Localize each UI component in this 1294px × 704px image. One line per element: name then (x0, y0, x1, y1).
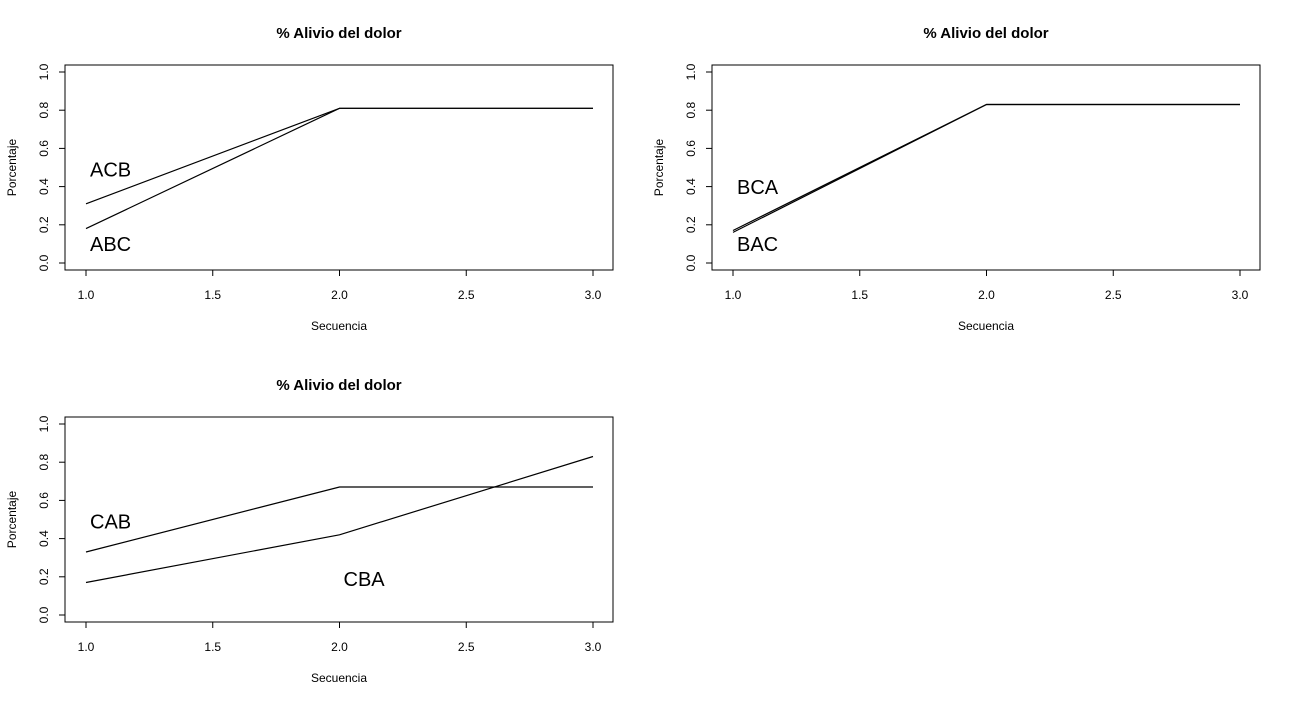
chart-panel-2: % Alivio del dolor 1.0 1.5 2.0 2.5 3.0 0.0 0.2 0… (652, 25, 1261, 333)
y-tick-label: 0.4 (684, 178, 698, 195)
y-tick-label: 0.4 (37, 530, 51, 547)
x-tick-label: 2.0 (331, 640, 348, 654)
series-line-2 (732, 103, 1240, 233)
series-line-1 (85, 486, 593, 553)
x-axis-label: Secuencia (311, 671, 367, 685)
plot-frame (64, 64, 614, 271)
series-annotation: ACB (90, 160, 131, 182)
series-line-1 (732, 103, 1240, 232)
chart-title: % Alivio del dolor (276, 25, 401, 42)
y-tick-label: 1.0 (684, 63, 698, 80)
y-tick-label: 0.6 (684, 140, 698, 157)
x-tick-label: 2.0 (331, 288, 348, 302)
y-axis-label: Porcentaje (652, 138, 666, 196)
x-tick-label: 2.5 (458, 288, 475, 302)
y-tick-label: 0.2 (684, 216, 698, 233)
y-axis-label: Porcentaje (5, 138, 19, 196)
y-tick-label: 0.2 (37, 568, 51, 585)
x-tick-label: 1.5 (851, 288, 868, 302)
x-tick-label: 3.0 (1232, 288, 1249, 302)
y-tick-label: 0.8 (37, 102, 51, 119)
series-line-2 (85, 107, 593, 230)
y-tick-label: 1.0 (37, 63, 51, 80)
series-annotation: CBA (344, 569, 386, 591)
y-tick-label: 0.2 (37, 216, 51, 233)
chart-title: % Alivio del dolor (923, 25, 1048, 42)
x-axis-label: Secuencia (958, 319, 1014, 333)
chart-panel-3: % Alivio del dolor 1.0 1.5 2.0 2.5 3.0 0.0 0.2 0… (5, 377, 614, 685)
x-tick-label: 1.5 (204, 288, 221, 302)
y-tick-label: 0.0 (37, 606, 51, 623)
y-tick-label: 0.6 (37, 492, 51, 509)
x-axis-label: Secuencia (311, 319, 367, 333)
y-axis-label: Porcentaje (5, 490, 19, 548)
plot-frame (711, 64, 1261, 271)
y-tick-label: 0.4 (37, 178, 51, 195)
y-tick-label: 0.8 (37, 454, 51, 471)
chart-panel-1: % Alivio del dolor 1.0 1.5 2.0 2.5 3.0 0.0 0.2 0… (5, 25, 614, 333)
y-tick-label: 0.6 (37, 140, 51, 157)
series-annotation: ABC (90, 234, 131, 256)
x-tick-label: 2.0 (978, 288, 995, 302)
x-tick-label: 1.0 (78, 640, 95, 654)
y-tick-label: 0.0 (684, 254, 698, 271)
chart-title: % Alivio del dolor (276, 377, 401, 394)
plot-frame (64, 416, 614, 623)
y-tick-label: 1.0 (37, 415, 51, 432)
series-annotation: BAC (737, 234, 778, 256)
y-tick-label: 0.0 (37, 254, 51, 271)
x-tick-label: 1.0 (78, 288, 95, 302)
series-annotation: BCA (737, 177, 779, 199)
x-tick-label: 1.5 (204, 640, 221, 654)
series-line-1 (85, 107, 593, 205)
x-tick-label: 1.0 (725, 288, 742, 302)
series-line-2 (85, 455, 594, 584)
series-annotation: CAB (90, 512, 131, 534)
x-tick-label: 2.5 (1105, 288, 1122, 302)
x-tick-label: 3.0 (585, 288, 602, 302)
x-tick-label: 2.5 (458, 640, 475, 654)
x-tick-label: 3.0 (585, 640, 602, 654)
y-tick-label: 0.8 (684, 102, 698, 119)
